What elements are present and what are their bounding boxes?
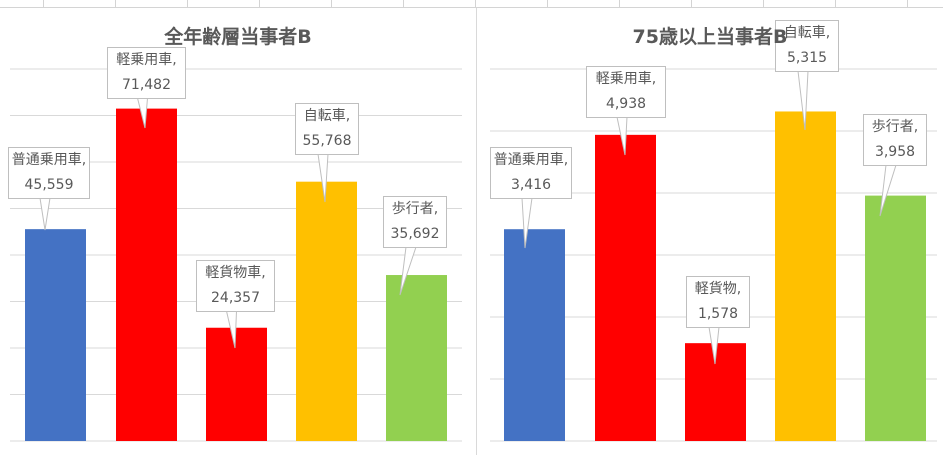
data-label: 自転車, 55,768	[295, 103, 359, 155]
bar-2[interactable]	[206, 327, 267, 441]
data-label-category: 普通乗用車,	[11, 152, 87, 168]
data-label-value: 4,938	[605, 96, 647, 112]
data-label: 軽乗用車, 4,938	[586, 66, 666, 118]
data-label: 自転車, 5,315	[775, 20, 839, 72]
bar-0[interactable]	[504, 229, 565, 441]
chart-all-ages[interactable]: 全年齢層当事者B 普通乗用車, 45,559 軽乗用車, 71,482 軽貨物車, 24,…	[0, 8, 477, 455]
data-label-category: 歩行者,	[871, 119, 919, 135]
data-label: 普通乗用車, 3,416	[490, 147, 572, 199]
data-label-value: 5,315	[786, 50, 828, 66]
data-label: 歩行者, 35,692	[383, 196, 447, 248]
bar-0[interactable]	[25, 229, 86, 441]
data-label: 普通乗用車, 45,559	[8, 147, 90, 199]
bar-4[interactable]	[386, 275, 447, 441]
bar-3[interactable]	[775, 111, 836, 441]
data-label-category: 自転車,	[783, 25, 831, 41]
data-label-value: 3,958	[874, 144, 916, 160]
data-label-value: 24,357	[211, 290, 260, 306]
data-label-value: 35,692	[390, 226, 440, 242]
data-label-category: 軽乗用車,	[116, 52, 177, 68]
data-label-value: 71,482	[122, 77, 171, 93]
bar-1[interactable]	[116, 108, 177, 441]
bar-3[interactable]	[296, 181, 357, 441]
callout-pointer	[39, 197, 51, 231]
data-label-value: 1,578	[697, 306, 739, 322]
spreadsheet-grid-top	[0, 0, 943, 8]
data-label-category: 軽貨物車,	[205, 265, 266, 281]
bar-4[interactable]	[865, 195, 926, 441]
data-label: 歩行者, 3,958	[863, 114, 927, 166]
chart-title: 全年齢層当事者B	[164, 26, 312, 48]
plot-area	[10, 68, 462, 442]
data-label-category: 軽乗用車,	[595, 71, 657, 87]
bar-1[interactable]	[595, 134, 656, 441]
data-label-category: 普通乗用車,	[493, 152, 569, 168]
data-label-value: 55,768	[302, 133, 352, 149]
data-label: 軽貨物, 1,578	[686, 276, 750, 328]
chart-75-plus[interactable]: 75歳以上当事者B 普通乗用車, 3,416 軽乗用車, 4,938 軽貨物, 1,578…	[477, 8, 943, 455]
data-label: 軽乗用車, 71,482	[107, 47, 186, 99]
data-label-category: 自転車,	[303, 108, 351, 124]
data-label-value: 45,559	[24, 177, 74, 193]
data-label-category: 歩行者,	[391, 201, 439, 217]
plot-area	[490, 68, 937, 442]
data-label-value: 3,416	[510, 177, 552, 193]
data-label: 軽貨物車, 24,357	[196, 260, 275, 312]
chart-title: 75歳以上当事者B	[632, 26, 788, 48]
data-label-category: 軽貨物,	[694, 281, 742, 297]
